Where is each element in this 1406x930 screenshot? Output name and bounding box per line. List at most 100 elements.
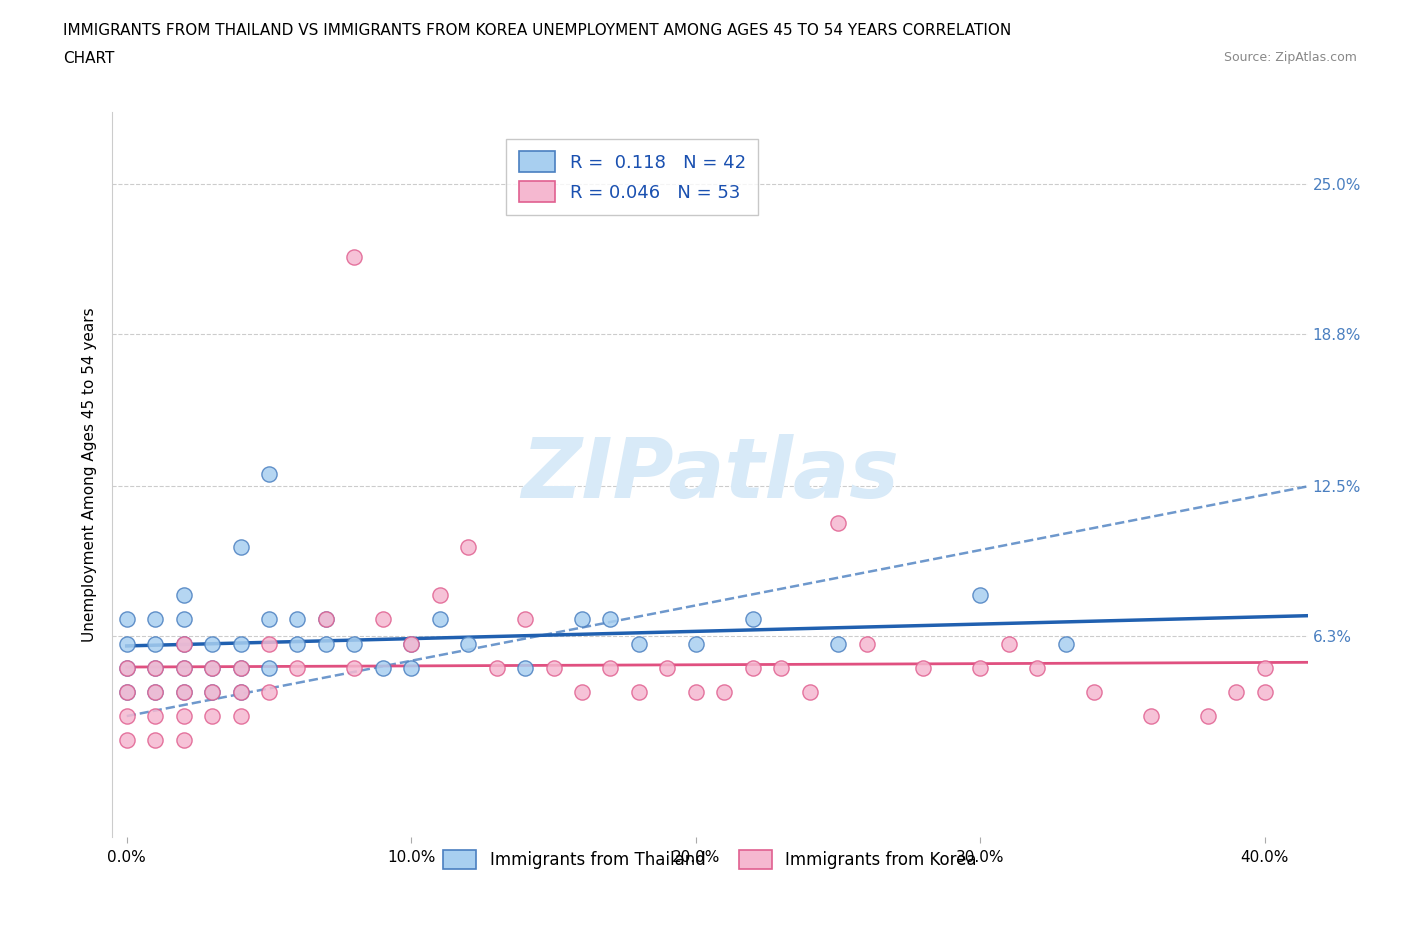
Point: [173, 733, 195, 748]
Point: [287, 660, 309, 675]
Point: [429, 612, 451, 627]
Point: [627, 684, 650, 699]
Point: [201, 709, 224, 724]
Point: [143, 684, 166, 699]
Point: [257, 612, 280, 627]
Point: [543, 660, 565, 675]
Point: [173, 636, 195, 651]
Point: [685, 684, 707, 699]
Point: [173, 709, 195, 724]
Point: [143, 709, 166, 724]
Text: IMMIGRANTS FROM THAILAND VS IMMIGRANTS FROM KOREA UNEMPLOYMENT AMONG AGES 45 TO : IMMIGRANTS FROM THAILAND VS IMMIGRANTS F…: [63, 23, 1011, 38]
Point: [315, 612, 337, 627]
Point: [201, 636, 224, 651]
Point: [115, 733, 138, 748]
Point: [485, 660, 508, 675]
Point: [143, 684, 166, 699]
Point: [827, 515, 849, 530]
Point: [1254, 684, 1277, 699]
Point: [513, 612, 536, 627]
Point: [229, 709, 252, 724]
Point: [599, 612, 621, 627]
Point: [257, 684, 280, 699]
Point: [229, 660, 252, 675]
Point: [143, 612, 166, 627]
Point: [969, 588, 991, 603]
Point: [287, 612, 309, 627]
Point: [229, 684, 252, 699]
Point: [1225, 684, 1247, 699]
Point: [1083, 684, 1105, 699]
Point: [457, 539, 479, 554]
Point: [855, 636, 877, 651]
Point: [371, 612, 394, 627]
Point: [1026, 660, 1049, 675]
Point: [229, 660, 252, 675]
Point: [513, 660, 536, 675]
Point: [627, 636, 650, 651]
Point: [713, 684, 735, 699]
Point: [173, 684, 195, 699]
Text: ZIPatlas: ZIPatlas: [522, 433, 898, 515]
Point: [229, 539, 252, 554]
Point: [371, 660, 394, 675]
Legend: Immigrants from Thailand, Immigrants from Korea: Immigrants from Thailand, Immigrants fro…: [433, 840, 987, 880]
Point: [969, 660, 991, 675]
Point: [229, 636, 252, 651]
Point: [1197, 709, 1219, 724]
Point: [571, 612, 593, 627]
Point: [115, 660, 138, 675]
Point: [257, 660, 280, 675]
Point: [143, 733, 166, 748]
Point: [657, 660, 679, 675]
Point: [257, 467, 280, 482]
Point: [229, 684, 252, 699]
Point: [115, 709, 138, 724]
Point: [799, 684, 821, 699]
Point: [201, 684, 224, 699]
Text: Source: ZipAtlas.com: Source: ZipAtlas.com: [1223, 51, 1357, 64]
Point: [115, 660, 138, 675]
Point: [257, 636, 280, 651]
Point: [173, 588, 195, 603]
Point: [143, 660, 166, 675]
Y-axis label: Unemployment Among Ages 45 to 54 years: Unemployment Among Ages 45 to 54 years: [82, 307, 97, 642]
Point: [912, 660, 935, 675]
Point: [998, 636, 1021, 651]
Point: [173, 612, 195, 627]
Point: [115, 612, 138, 627]
Point: [741, 612, 763, 627]
Point: [201, 684, 224, 699]
Point: [115, 684, 138, 699]
Point: [401, 636, 423, 651]
Point: [343, 249, 366, 264]
Point: [343, 636, 366, 651]
Point: [429, 588, 451, 603]
Point: [457, 636, 479, 651]
Point: [401, 660, 423, 675]
Point: [115, 684, 138, 699]
Point: [685, 636, 707, 651]
Point: [1254, 660, 1277, 675]
Point: [571, 684, 593, 699]
Point: [315, 636, 337, 651]
Point: [599, 660, 621, 675]
Point: [173, 660, 195, 675]
Point: [401, 636, 423, 651]
Point: [115, 636, 138, 651]
Point: [343, 660, 366, 675]
Point: [741, 660, 763, 675]
Point: [1140, 709, 1163, 724]
Point: [143, 636, 166, 651]
Text: CHART: CHART: [63, 51, 115, 66]
Point: [173, 660, 195, 675]
Point: [201, 660, 224, 675]
Point: [827, 636, 849, 651]
Point: [173, 684, 195, 699]
Point: [770, 660, 793, 675]
Point: [173, 636, 195, 651]
Point: [315, 612, 337, 627]
Point: [287, 636, 309, 651]
Point: [143, 660, 166, 675]
Point: [201, 660, 224, 675]
